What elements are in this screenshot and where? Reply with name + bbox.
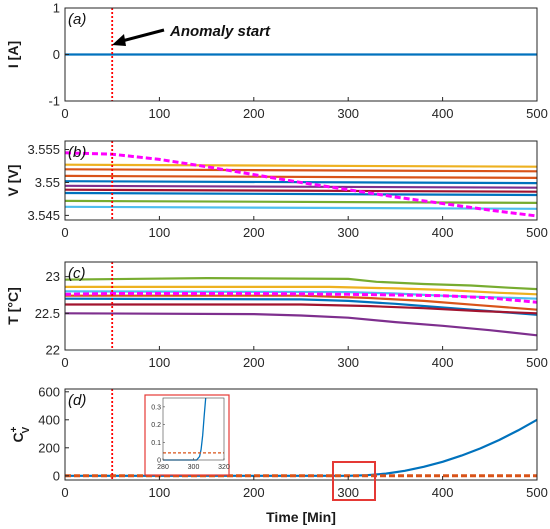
axes-box: [64, 140, 538, 221]
x-tick-label: 500: [526, 355, 548, 370]
y-tick-label: -1: [48, 94, 60, 109]
x-tick-label: 200: [243, 106, 265, 121]
series-line-9: [65, 205, 537, 210]
series-line-6: [65, 303, 537, 315]
series-line-1: [65, 277, 537, 291]
y-tick-label: 3.555: [27, 142, 60, 157]
x-tick-label: 0: [61, 485, 68, 500]
x-tick-label: 200: [243, 225, 265, 240]
y-tick-label: 0: [53, 468, 60, 483]
panel-label: (c): [68, 265, 86, 282]
zoom-region-box: [332, 461, 376, 501]
series-line-2: [65, 285, 537, 296]
panel-a: 0 100 200 300 400 500-101(a)I [A]Anomaly star…: [5, 1, 548, 122]
series-line-5: [65, 297, 537, 316]
series-line-6: [65, 188, 537, 193]
x-tick-label: 500: [526, 106, 548, 121]
y-tick-label: 0: [53, 47, 60, 62]
y-tick-label: 22: [46, 343, 60, 358]
axes-box: [64, 388, 538, 481]
annotation-arrowhead: [112, 34, 126, 46]
inset-y-tick-label: 0.3: [151, 404, 161, 411]
inset-x-tick-label: 300: [188, 464, 200, 471]
x-tick-label: 100: [149, 225, 171, 240]
inset-plot: 280 300 320 0 0.1 0.2 0.3: [144, 394, 230, 476]
series-line-4: [65, 294, 537, 311]
x-tick-label: 200: [243, 355, 265, 370]
y-axis-label: C+V: [9, 426, 32, 442]
x-tick-label: 400: [432, 106, 454, 121]
y-tick-label: 22.5: [35, 306, 60, 321]
x-tick-label: 0: [61, 106, 68, 121]
y-axis-label: V [V]: [5, 165, 21, 197]
series-line-8: [65, 292, 537, 304]
inset-x-tick-label: 280: [157, 464, 169, 471]
panel-d: 0 100 200 300 400 500 0 200 400 600 (d) C+V Time [Mi…: [9, 384, 548, 525]
inset-frame: [144, 394, 230, 476]
y-axis-label: I [A]: [5, 41, 21, 68]
x-tick-label: 300: [337, 485, 359, 500]
x-tick-label: 200: [243, 485, 265, 500]
x-tick-label: 0: [61, 225, 68, 240]
panel-label: (b): [68, 144, 86, 161]
panel-label: (d): [68, 392, 86, 409]
x-tick-label: 400: [432, 355, 454, 370]
anomaly-annotation: Anomaly start: [169, 23, 271, 40]
x-tick-label: 400: [432, 225, 454, 240]
x-axis-label: Time [Min]: [266, 509, 336, 525]
x-tick-label: 100: [149, 106, 171, 121]
panel-c: 0 100 200 300 400 500 22 22.5 23 (c) T [°C]: [5, 261, 548, 370]
series-line-1: [65, 418, 537, 477]
y-tick-label: 200: [38, 440, 60, 455]
annotation-arrow-shaft: [121, 28, 165, 43]
y-axis-label-superscript: +: [9, 426, 20, 432]
axes-box: [64, 261, 538, 351]
x-tick-label: 100: [149, 355, 171, 370]
series-line-10: [65, 151, 537, 218]
series-line-1: [65, 163, 537, 168]
y-tick-label: 23: [46, 269, 60, 284]
x-tick-label: 100: [149, 485, 171, 500]
x-tick-label: 500: [526, 225, 548, 240]
y-tick-label: 1: [53, 1, 60, 16]
panel-label: (a): [68, 11, 86, 28]
panel-b: 0 100 200 300 400 500 3.545 3.55 3.555 (b) V [V]: [5, 140, 548, 240]
series-line-2: [65, 168, 537, 173]
x-tick-label: 300: [337, 355, 359, 370]
series-line-7: [65, 191, 537, 197]
x-tick-label: 500: [526, 485, 548, 500]
inset-y-tick-label: 0.1: [151, 440, 161, 447]
y-tick-label: 400: [38, 412, 60, 427]
x-tick-label: 300: [337, 225, 359, 240]
y-tick-label: 3.55: [35, 175, 60, 190]
series-line-8: [65, 199, 537, 204]
x-tick-label: 400: [432, 485, 454, 500]
series-line-5: [65, 184, 537, 189]
y-axis-label-subscript: V: [21, 427, 32, 434]
x-tick-label: 0: [61, 355, 68, 370]
y-axis-label: T [°C]: [5, 287, 21, 324]
series-line-7: [65, 312, 537, 337]
inset-y-tick-label: 0.2: [151, 422, 161, 429]
inset-y-tick-label: 0: [157, 458, 161, 465]
y-tick-label: 600: [38, 384, 60, 399]
y-tick-label: 3.545: [27, 208, 60, 223]
inset-x-tick-label: 320: [218, 464, 230, 471]
x-tick-label: 300: [337, 106, 359, 121]
series-line-3: [65, 174, 537, 179]
